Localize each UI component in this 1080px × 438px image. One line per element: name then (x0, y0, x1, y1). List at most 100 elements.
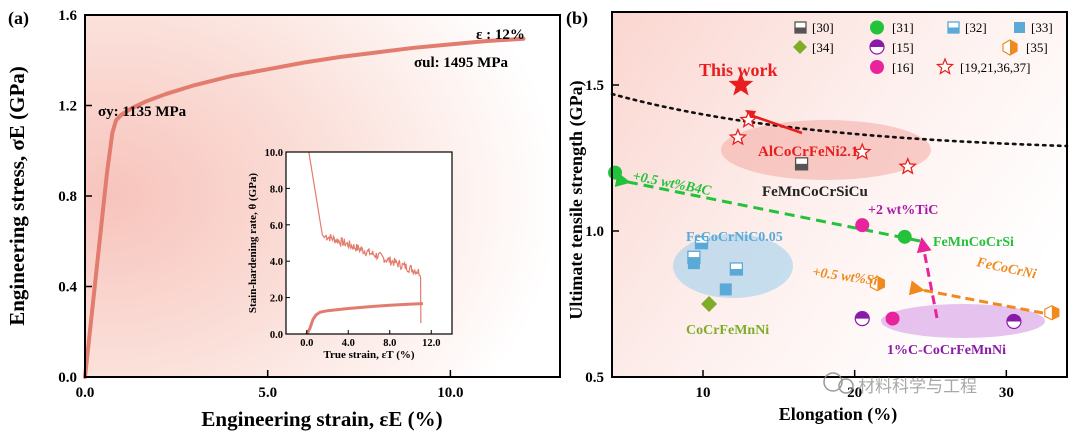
legend-33: [33] (1014, 20, 1053, 35)
panel-a-ytick-label: 0.0 (58, 370, 77, 386)
panel-a-xtick-label: 5.0 (258, 385, 277, 401)
legend-30: [30] (794, 20, 834, 35)
svg-text:[34]: [34] (812, 40, 834, 55)
annotation-ys: σy: 1135 MPa (98, 104, 187, 120)
panel-a-ytick-label: 0.8 (58, 189, 77, 205)
inset-frame (285, 151, 453, 335)
label-tic: +2 wt%TiC (868, 203, 938, 218)
panel-a-ticks: 0.0 5.0 10.0 0.0 0.4 0.8 1.2 1.6 (58, 8, 463, 401)
point-ref-16 (885, 311, 900, 326)
inset-plot: 0.0 4.0 8.0 12.0 0.0 2.0 4.0 6.0 8.0 10.0 True st… (247, 148, 453, 361)
legend-19-21-36-37: [19,21,36,37] (935, 57, 1030, 75)
inset-xtick-label: 12.0 (422, 338, 440, 349)
point-ref-31 (608, 165, 623, 180)
panel-b-xtick-label: 20 (847, 385, 862, 401)
panel-a-ytick-label: 1.6 (58, 8, 77, 24)
panel-b: 10 20 30 0.5 1.0 1.5 (b) Elongation (%) Ultim… (566, 8, 1069, 425)
panel-a: 0.0 5.0 10.0 0.0 0.4 0.8 1.2 1.6 (a) Engineerin… (5, 8, 561, 431)
arrow-alcocrfeni (749, 113, 803, 135)
point-ref-16 (855, 218, 870, 233)
svg-text:[31]: [31] (892, 20, 914, 35)
panel-b-ticks: 10 20 30 0.5 1.0 1.5 (585, 78, 1014, 401)
trend-line (610, 92, 1069, 148)
point-ref-19-21-36-37 (728, 127, 748, 146)
inset-xlabel: True strain, εT (%) (323, 349, 414, 361)
panel-b-points (608, 72, 1060, 330)
point-ref-32 (694, 236, 709, 250)
point-ref-19-21-36-37 (739, 110, 758, 128)
inset-ytick-label: 8.0 (270, 184, 283, 195)
inset-true-stress-curve (305, 302, 424, 335)
panel-b-label: (b) (566, 8, 588, 29)
inset-xtick-label: 0.0 (300, 338, 313, 349)
svg-text:[35]: [35] (1026, 40, 1048, 55)
point-ref-30 (794, 157, 809, 171)
panel-b-xtick-label: 10 (696, 385, 711, 401)
inset-ytick-label: 4.0 (270, 257, 283, 268)
point-ref-34 (701, 296, 718, 312)
panel-b-frame (611, 11, 1068, 378)
point-ref-35 (869, 275, 886, 292)
inset-ylabel: Stain-hardening rate, θ (GPa) (247, 173, 259, 314)
label-cocrfemnni: CoCrFeMnNi (686, 323, 769, 338)
inset-ytick-label: 10.0 (265, 148, 283, 159)
ellipse-c-cocrfemnni (881, 304, 1045, 338)
legend-32: [32] (947, 20, 987, 35)
panel-a-xlabel: Engineering strain, εE (%) (201, 407, 442, 431)
label-fecocrnic: FeCoCrNiC0.05 (686, 230, 783, 245)
svg-text:[16]: [16] (892, 60, 914, 75)
legend-35: [35] (1002, 39, 1048, 56)
panel-b-ytick-label: 1.0 (585, 224, 604, 240)
panel-a-xtick-label: 10.0 (437, 385, 463, 401)
point-ref-33 (687, 257, 700, 270)
label-femncocrsicu: FeMnCoCrSiCu (762, 184, 868, 200)
panel-a-label: (a) (8, 8, 29, 29)
watermark-text: 材料科学与工程 (858, 377, 977, 396)
label-alcocrfeni: AlCoCrFeNi2.1 (758, 144, 858, 160)
inset-xtick-label: 8.0 (383, 338, 396, 349)
panel-b-xtick-label: 30 (999, 385, 1014, 401)
panel-b-xlabel: Elongation (%) (779, 404, 898, 425)
inset-ytick-label: 2.0 (270, 294, 283, 305)
svg-text:[15]: [15] (892, 40, 914, 55)
svg-text:[30]: [30] (812, 20, 834, 35)
point-ref-32 (729, 262, 744, 276)
svg-text:[32]: [32] (965, 20, 987, 35)
annotation-strain: ε : 12% (476, 27, 525, 43)
arrow-si (908, 280, 1044, 315)
legend-34: [34] (793, 40, 834, 55)
point-ref-15 (1006, 313, 1022, 330)
point-ref-19-21-36-37 (852, 142, 872, 161)
panel-b-ytick-label: 0.5 (585, 370, 604, 386)
panel-a-ylabel: Engineering stress, σE (GPa) (5, 66, 29, 326)
watermark: 材料科学与工程 (823, 372, 977, 396)
arrow-b4c (614, 172, 921, 243)
svg-text:[33]: [33] (1031, 20, 1053, 35)
inset-hardening-rate-curve (308, 151, 422, 324)
label-femncocrsi: FeMnCoCrSi (933, 235, 1014, 250)
panel-b-legend: [30] [31] [32] [33] [34] [1 (793, 20, 1053, 75)
legend-16: [16] (870, 60, 914, 75)
svg-text:[19,21,36,37]: [19,21,36,37] (960, 60, 1030, 75)
panel-a-ytick-label: 1.2 (58, 99, 77, 115)
label-c-cocrfemnni: 1%C-CoCrFeMnNi (887, 343, 1006, 358)
panel-b-ytick-label: 1.5 (585, 78, 604, 94)
point-this-work (728, 72, 754, 96)
annotation-uts: σul: 1495 MPa (414, 55, 508, 71)
inset-ticks: 0.0 4.0 8.0 12.0 0.0 2.0 4.0 6.0 8.0 10.0 (265, 148, 441, 349)
inset-ytick-label: 6.0 (270, 221, 283, 232)
inset-xtick-label: 4.0 (342, 338, 355, 349)
point-ref-33 (719, 283, 732, 296)
point-ref-19-21-36-37 (898, 157, 918, 175)
stress-strain-curve (83, 36, 526, 379)
panel-a-xtick-label: 0.0 (76, 385, 95, 401)
point-ref-31 (897, 229, 912, 244)
inset-ytick-label: 0.0 (270, 330, 283, 341)
point-ref-15 (854, 311, 870, 327)
label-this-work: This work (699, 60, 778, 80)
panel-b-ylabel: Ultimate tensile strength (GPa) (566, 80, 587, 319)
legend-15: [15] (869, 39, 914, 55)
panel-a-ytick-label: 0.4 (58, 280, 77, 296)
legend-31: [31] (870, 20, 914, 35)
